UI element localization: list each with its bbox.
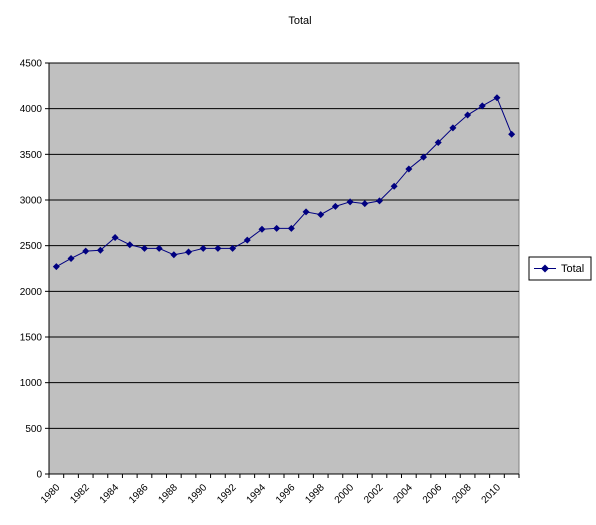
data-point-marker xyxy=(126,241,134,249)
x-tick-label: 1996 xyxy=(274,482,298,506)
data-point-marker xyxy=(214,244,222,252)
chart-title: Total xyxy=(288,15,311,27)
x-tick-label: 1994 xyxy=(245,482,269,506)
data-point-marker xyxy=(317,211,325,219)
x-tick-label: 1988 xyxy=(156,482,180,506)
data-point-marker xyxy=(96,246,104,254)
data-point-marker xyxy=(375,197,383,205)
x-tick-label: 2006 xyxy=(421,482,445,506)
y-tick-label: 500 xyxy=(25,424,42,435)
data-point-marker xyxy=(52,263,60,271)
plot-area xyxy=(48,62,520,475)
y-tick-label: 3000 xyxy=(20,196,43,207)
y-tick-label: 3500 xyxy=(20,150,43,161)
y-tick-label: 4000 xyxy=(20,104,43,115)
data-point-marker xyxy=(273,224,281,232)
x-tick-label: 1984 xyxy=(98,482,122,506)
data-point-marker xyxy=(140,244,148,252)
legend: Total xyxy=(528,256,592,281)
data-point-marker xyxy=(170,251,178,259)
data-point-marker xyxy=(464,111,472,119)
x-tick-label: 1990 xyxy=(186,482,210,506)
data-point-marker xyxy=(82,247,90,255)
data-point-marker xyxy=(361,200,369,208)
data-point-marker xyxy=(478,102,486,110)
data-point-marker xyxy=(508,130,516,138)
data-point-marker xyxy=(155,244,163,252)
x-tick-label: 1998 xyxy=(303,482,327,506)
data-point-marker xyxy=(434,138,442,146)
x-tick-label: 2002 xyxy=(362,482,386,506)
x-tick-label: 2010 xyxy=(480,482,504,506)
x-tick-label: 1980 xyxy=(39,482,63,506)
x-axis: 1980 1982 1984 1986 1988 1990 1992 1994 1996 1998… xyxy=(39,473,520,506)
data-point-marker xyxy=(229,244,237,252)
data-point-marker xyxy=(199,244,207,252)
x-tick-label: 1982 xyxy=(68,482,92,506)
x-tick-label: 1986 xyxy=(127,482,151,506)
y-tick-label: 1500 xyxy=(20,333,43,344)
y-tick-label: 2000 xyxy=(20,287,43,298)
y-tick-label: 0 xyxy=(36,470,42,481)
data-point-marker xyxy=(405,165,413,173)
y-axis: 0 500 1000 1500 2000 2500 3000 3500 4000 4500 xyxy=(20,59,50,481)
data-point-marker xyxy=(243,236,251,244)
data-point-marker xyxy=(331,202,339,210)
data-point-marker xyxy=(420,153,428,161)
x-tick-label: 2000 xyxy=(333,482,357,506)
data-point-marker xyxy=(302,208,310,216)
data-point-marker xyxy=(185,248,193,256)
data-point-marker xyxy=(390,182,398,190)
x-tick-label: 2008 xyxy=(450,482,474,506)
x-tick-label: 2004 xyxy=(391,482,415,506)
series-total xyxy=(52,94,516,271)
y-tick-label: 4500 xyxy=(20,59,43,70)
legend-box xyxy=(528,256,592,281)
y-tick-label: 2500 xyxy=(20,241,43,252)
legend-series-marker xyxy=(541,264,549,273)
data-point-marker xyxy=(493,94,501,102)
data-point-marker xyxy=(287,224,295,232)
data-point-marker xyxy=(67,254,75,262)
data-point-marker xyxy=(111,233,119,241)
data-point-marker xyxy=(346,198,354,206)
legend-label: Total xyxy=(561,263,584,275)
x-tick-label: 1992 xyxy=(215,482,239,506)
y-tick-label: 1000 xyxy=(20,378,43,389)
data-point-marker xyxy=(258,225,266,233)
data-point-marker xyxy=(449,124,457,132)
